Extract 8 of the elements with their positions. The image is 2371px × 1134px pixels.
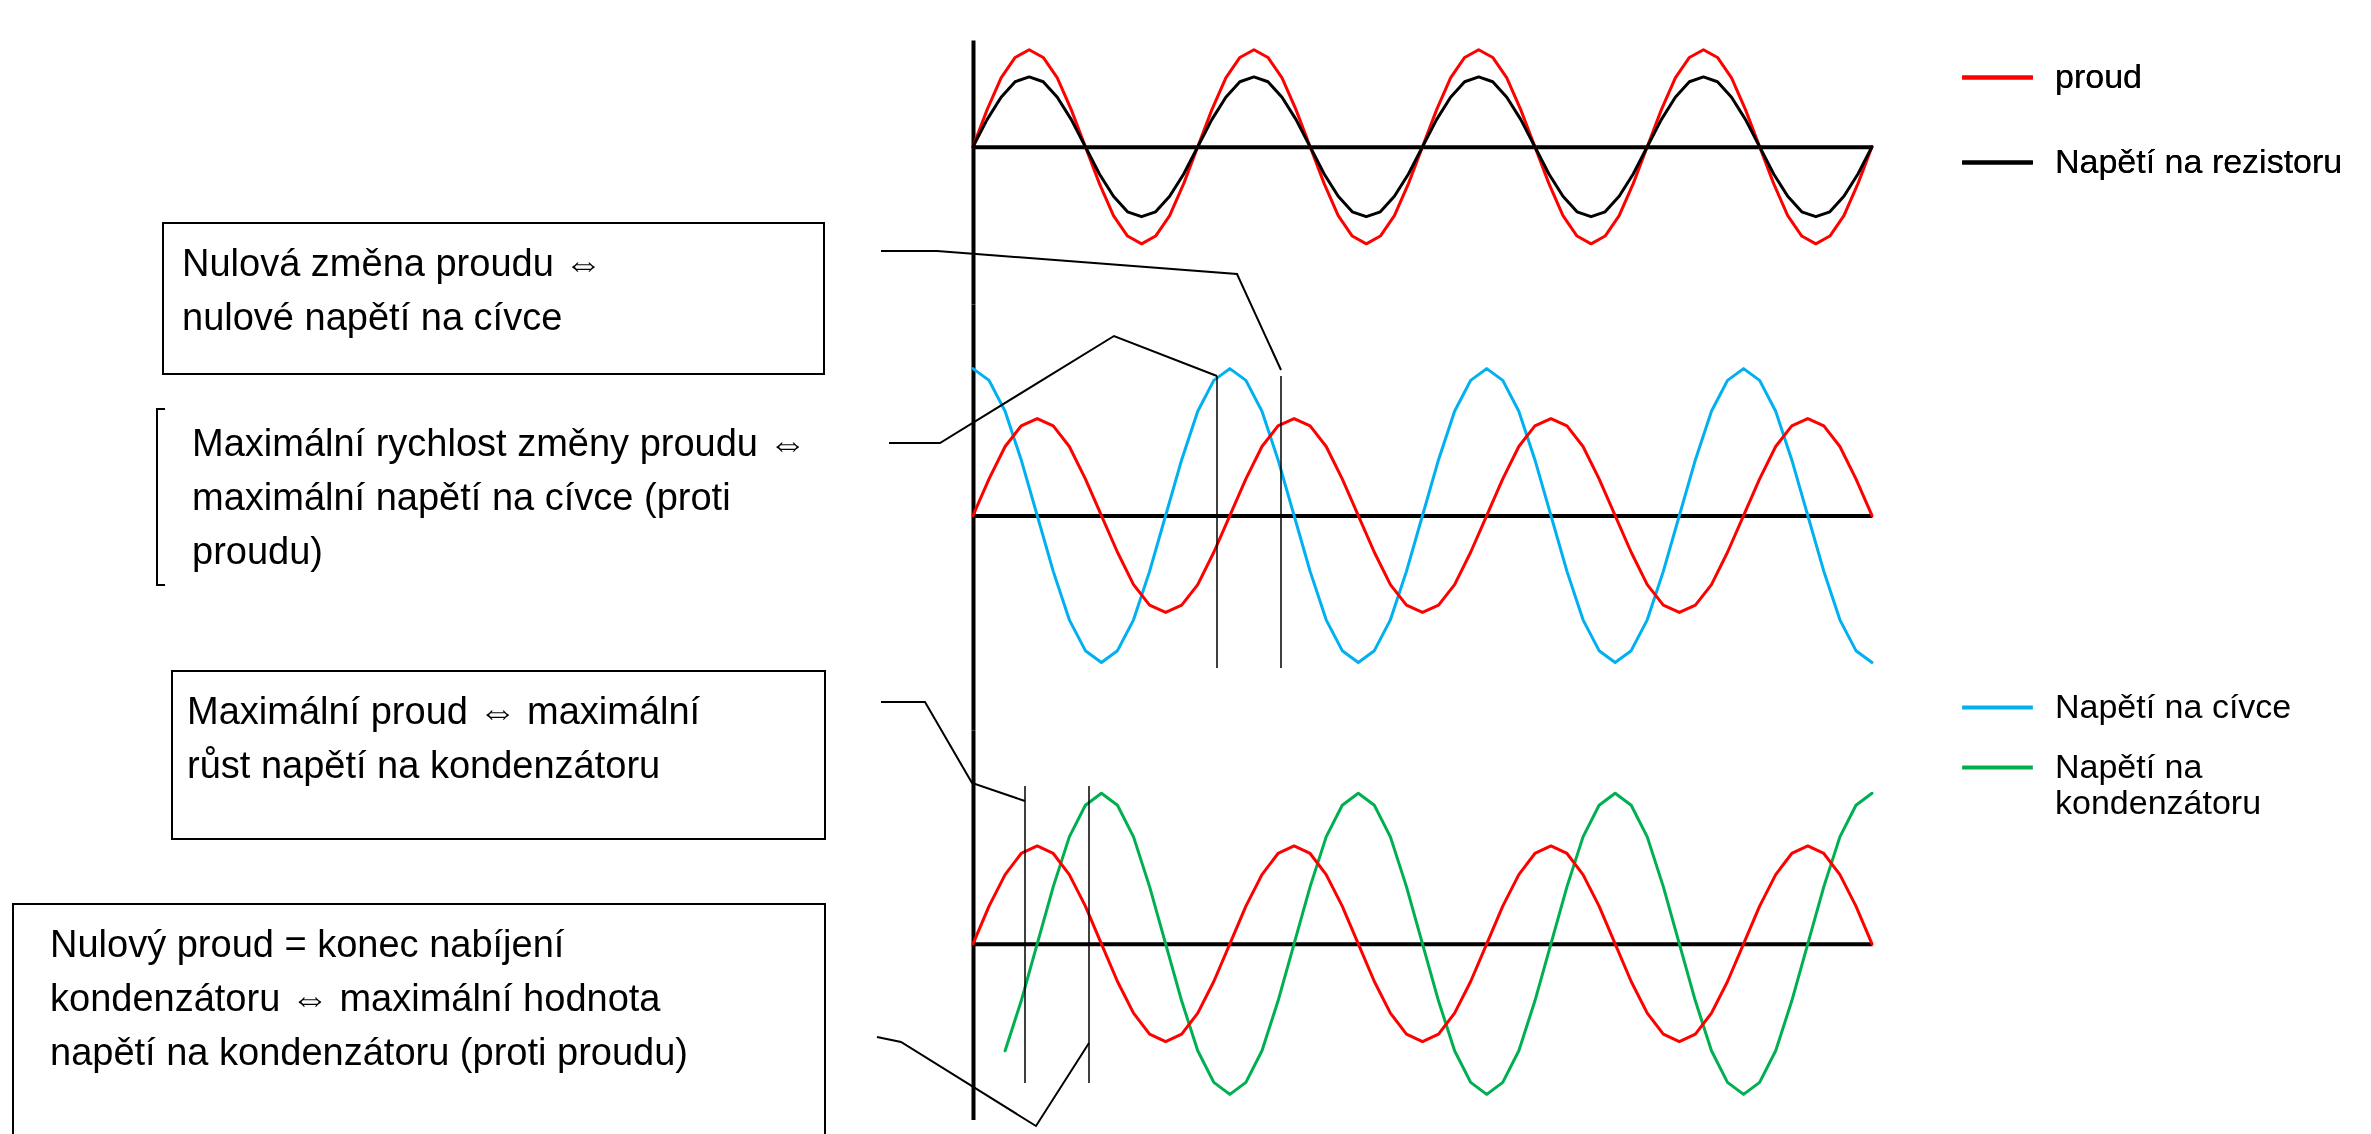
legend-label: Napětí na rezistoru	[2055, 141, 2343, 180]
legend-label: proud	[2055, 56, 2142, 95]
legend-label: Napětí na kondenzátoru	[2055, 746, 2262, 821]
legend-label: Napětí na cívce	[2055, 686, 2292, 725]
text: Nulový proud = konec nabíjení kondenzátoru ⇔ maximální hodnota napětí na kondenzátoru (proti proudu)	[12, 903, 826, 1134]
text: Maximální rychlost změny proudu ⇔ maximální napětí na cívce (proti proudu)	[156, 408, 826, 586]
text: Maximální proud ⇔ maximální růst napětí na kondenzátoru	[171, 670, 826, 840]
text: Nulová změna proudu ⇔ nulové napětí na cívce	[162, 222, 825, 375]
